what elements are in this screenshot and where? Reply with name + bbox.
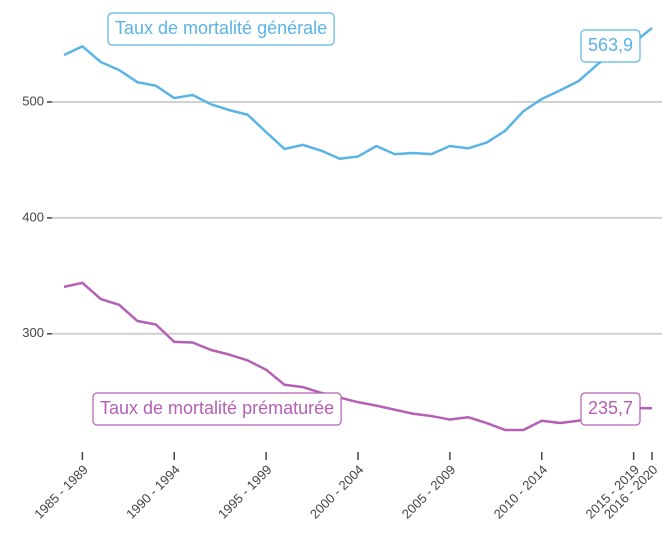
value-label: 235,7 [580,392,641,426]
series-line [63,26,653,161]
series-label-text: Taux de mortalité prématurée [100,398,334,418]
x-tick-label: 2010 - 2014 [491,462,551,522]
series-label-box [107,12,335,46]
value-label-box [580,392,641,426]
value-label-text: 563,9 [588,35,633,55]
series-label: Taux de mortalité prématurée [92,392,342,426]
y-tick-label: 500 [22,93,44,108]
series-label: Taux de mortalité générale [107,12,335,46]
series-label-box [92,392,342,426]
series-label-text: Taux de mortalité générale [115,18,327,38]
value-label: 563,9 [580,29,641,63]
x-tick-label: 2000 - 2004 [307,462,367,522]
series-line [63,281,653,432]
x-tick-label: 1990 - 1994 [123,462,183,522]
value-label-text: 235,7 [588,398,633,418]
y-tick-label: 300 [22,325,44,340]
x-tick-label: 1995 - 1999 [215,462,275,522]
value-label-box [580,29,641,63]
x-tick-label: 1985 - 1989 [31,462,91,522]
y-tick-label: 400 [22,209,44,224]
x-tick-label: 2005 - 2009 [399,462,459,522]
